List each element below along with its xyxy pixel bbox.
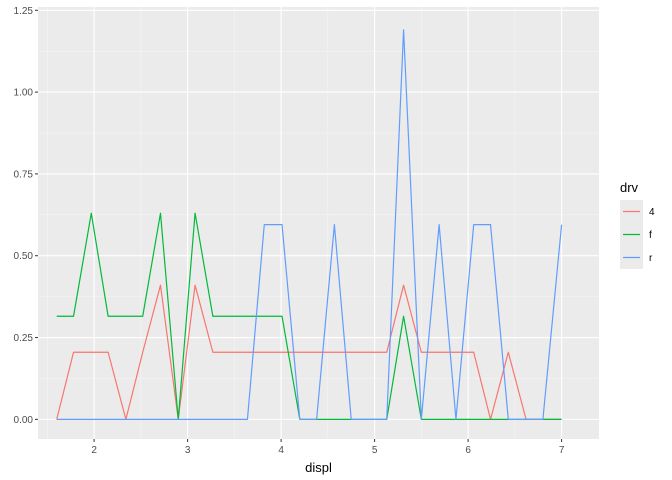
- legend-keys: 4 f r: [620, 200, 655, 269]
- x-axis: 2 3 4 5 6 7: [91, 439, 565, 456]
- legend-label-4: 4: [649, 207, 655, 218]
- grid-minor: [38, 7, 599, 439]
- y-axis: 0.00 0.25 0.50 0.75 1.00 1.25: [14, 6, 38, 426]
- legend-title: drv: [620, 180, 639, 195]
- legend-label-r: r: [649, 253, 653, 264]
- y-tick-label: 1.00: [14, 88, 34, 99]
- y-tick-label: 0.75: [14, 169, 34, 180]
- y-tick-label: 0.25: [14, 333, 34, 344]
- y-tick-label: 1.25: [14, 6, 34, 17]
- y-tick-label: 0.50: [14, 251, 34, 262]
- y-tick-label: 0.00: [14, 415, 34, 426]
- x-tick-label: 7: [559, 445, 565, 456]
- plot-panel: [38, 7, 599, 439]
- series-line-4: [56, 284, 562, 420]
- x-tick-label: 2: [91, 445, 97, 456]
- x-tick-label: 3: [185, 445, 191, 456]
- series-lines: [56, 29, 563, 420]
- legend: drv 4 f r: [620, 180, 655, 269]
- x-tick-label: 5: [372, 445, 378, 456]
- x-tick-label: 6: [465, 445, 471, 456]
- x-tick-label: 4: [278, 445, 284, 456]
- legend-label-f: f: [649, 230, 652, 241]
- series-line-r: [56, 29, 563, 420]
- x-axis-title: displ: [305, 460, 332, 475]
